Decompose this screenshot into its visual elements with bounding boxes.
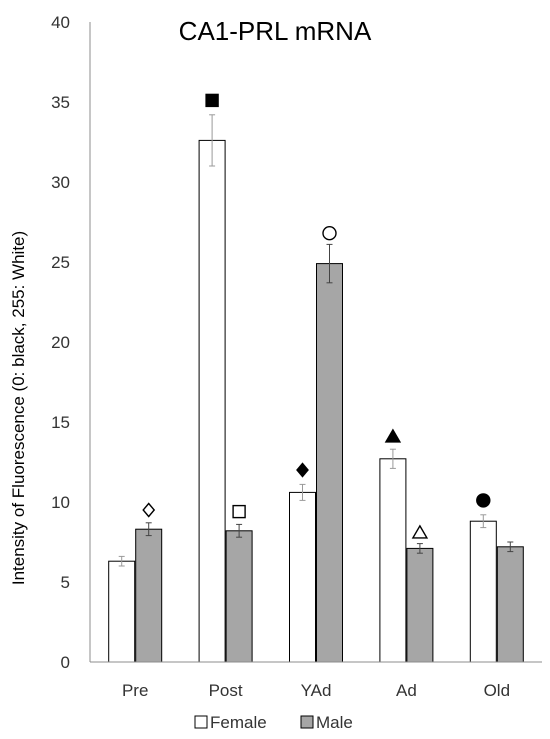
error-bar-female-ad [389, 448, 396, 469]
y-tick-label-40: 40 [51, 13, 70, 32]
x-tick-label-old: Old [484, 681, 510, 700]
error-bar-female-post [209, 114, 216, 167]
bar-male-pre [135, 528, 163, 663]
x-tick-label-ad: Ad [396, 681, 417, 700]
y-axis-ticks: 0 5 10 15 20 25 30 35 40 [51, 13, 70, 672]
marker-triangle-open-ad-male [411, 524, 429, 539]
y-tick-label-20: 20 [51, 333, 70, 352]
bar-female-old [469, 520, 497, 663]
y-tick-label-30: 30 [51, 173, 70, 192]
y-tick-label-0: 0 [61, 653, 70, 672]
bar-male-post [225, 530, 253, 663]
error-bar-male-old [507, 541, 514, 553]
chart-title: CA1-PRL mRNA [179, 16, 372, 46]
marker-diamond-filled-yad-female [296, 462, 309, 478]
marker-triangle-filled-ad-female [384, 428, 402, 443]
marker-circle-filled-old-female [476, 493, 491, 508]
y-axis-label: Intensity of Fluorescence (0: black, 255… [9, 231, 28, 585]
bar-male-ad [406, 547, 434, 663]
legend-swatch-female [194, 715, 208, 729]
x-tick-label-yad: YAd [301, 681, 332, 700]
error-bars [118, 114, 514, 567]
legend: Female Male [194, 713, 353, 732]
y-tick-label-15: 15 [51, 413, 70, 432]
marker-square-filled-post-female [205, 93, 219, 108]
legend-swatch-male [300, 715, 314, 729]
marker-diamond-open-pre-male [142, 502, 156, 518]
bar-female-yad [289, 491, 316, 663]
bar-female-pre [108, 560, 136, 663]
legend-label-female: Female [210, 713, 267, 732]
y-tick-label-10: 10 [51, 493, 70, 512]
error-bar-female-old [480, 514, 487, 529]
bar-male-yad [316, 263, 343, 663]
error-bar-female-pre [118, 555, 125, 567]
y-tick-label-35: 35 [51, 93, 70, 112]
bars [108, 139, 524, 663]
legend-label-male: Male [316, 713, 353, 732]
significance-markers [142, 93, 491, 539]
x-tick-label-pre: Pre [122, 681, 148, 700]
error-bar-male-post [236, 523, 243, 538]
x-axis-ticks: Pre Post YAd Ad Old [122, 681, 510, 700]
bar-male-old [496, 546, 524, 663]
marker-square-open-post-male [232, 504, 246, 519]
error-bar-male-pre [145, 522, 152, 537]
x-tick-label-post: Post [209, 681, 243, 700]
error-bar-female-yad [299, 483, 306, 501]
y-tick-label-5: 5 [61, 573, 70, 592]
error-bar-male-ad [416, 543, 423, 554]
bar-female-post [198, 139, 226, 663]
y-tick-label-25: 25 [51, 253, 70, 272]
error-bar-male-yad [326, 243, 333, 284]
bar-female-ad [379, 458, 407, 663]
marker-circle-open-yad-male [322, 225, 337, 241]
